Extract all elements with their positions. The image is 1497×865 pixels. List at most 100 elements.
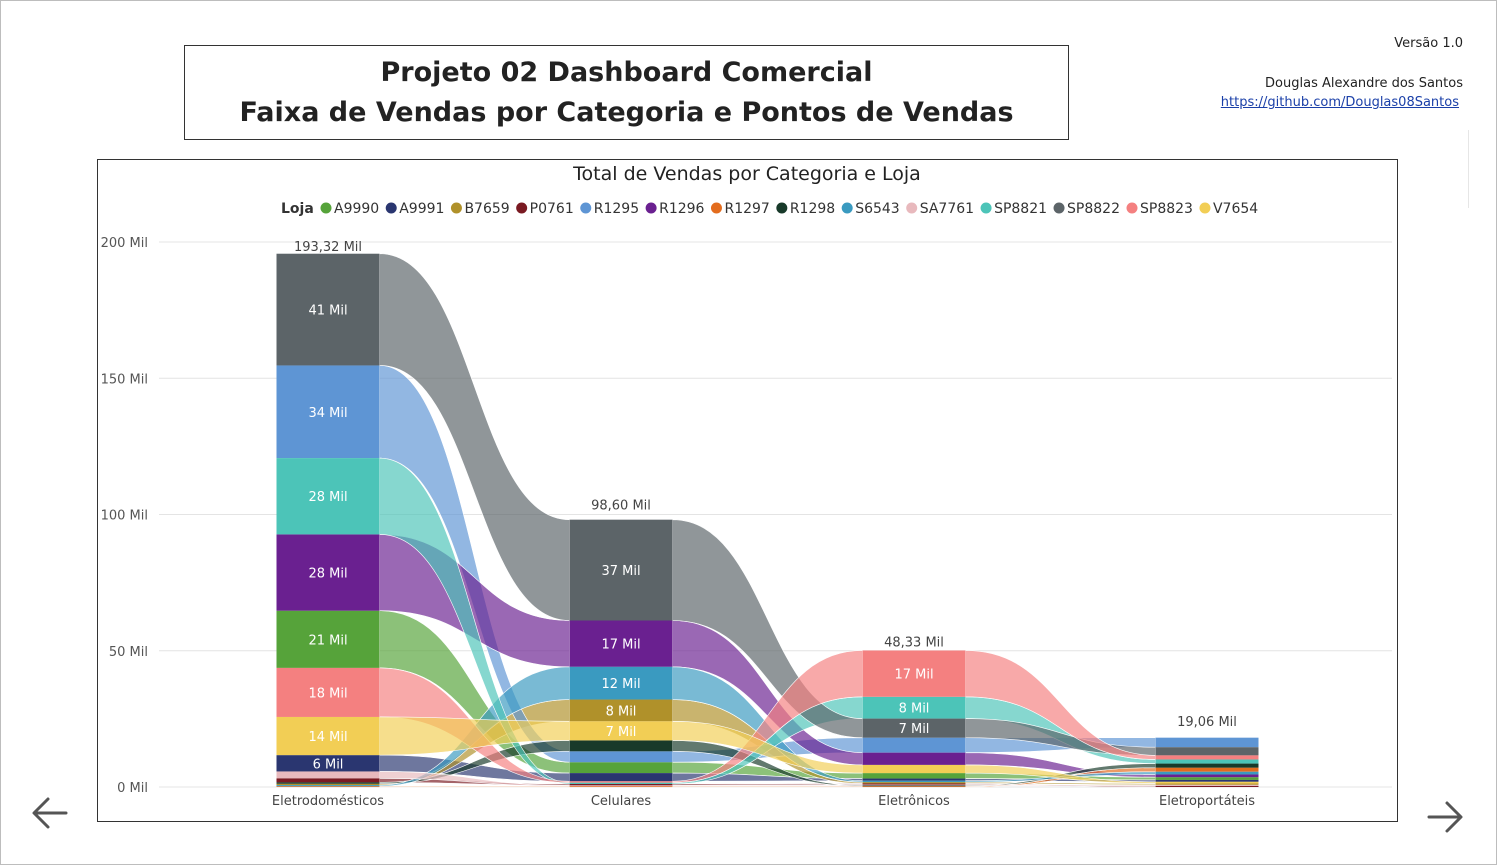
bar-segment-sa7761 bbox=[569, 785, 673, 787]
bar-segment-b7659 bbox=[569, 699, 673, 722]
x-tick-label: Celulares bbox=[591, 794, 652, 809]
ribbon-chart[interactable]: Total de Vendas por Categoria e Loja Loja… bbox=[97, 159, 1398, 822]
data-label: 8 Mil bbox=[606, 704, 637, 719]
legend-item-r1298: R1298 bbox=[776, 201, 835, 217]
bar-segment-a9991 bbox=[276, 755, 380, 772]
chart-frame bbox=[97, 159, 1398, 822]
bar-segment-sp8823 bbox=[862, 650, 966, 697]
legend-item-b7659: B7659 bbox=[450, 201, 510, 217]
legend-item-v7654: V7654 bbox=[1199, 201, 1258, 217]
bar-segment-r1297 bbox=[862, 786, 966, 787]
bar-segment-a9991 bbox=[569, 773, 673, 782]
y-tick-label: 100 Mil bbox=[101, 509, 148, 524]
bar-segment-sp8822 bbox=[276, 253, 380, 366]
bar-segment-r1297 bbox=[276, 786, 380, 787]
legend-marker-r1298 bbox=[776, 202, 788, 214]
legend-label-r1295: R1295 bbox=[594, 201, 639, 217]
total-label: 193,32 Mil bbox=[294, 240, 362, 255]
legend-marker-b7659 bbox=[450, 202, 462, 214]
legend-label-r1296: R1296 bbox=[659, 201, 704, 217]
legend-marker-sp8822 bbox=[1053, 202, 1065, 214]
legend-label-v7654: V7654 bbox=[1213, 201, 1258, 217]
bar-segment-sp8821 bbox=[276, 458, 380, 535]
legend-marker-r1296 bbox=[645, 202, 657, 214]
data-label: 7 Mil bbox=[606, 725, 637, 740]
bar-eletronicos bbox=[862, 650, 966, 787]
legend-marker-a9991 bbox=[385, 202, 397, 214]
legend-title: Loja bbox=[281, 201, 314, 217]
legend-item-a9991: A9991 bbox=[385, 201, 444, 217]
bar-eletroportateis bbox=[1155, 737, 1259, 787]
bar-segment-r1298 bbox=[862, 785, 966, 787]
bar-segment-b7659 bbox=[1155, 783, 1259, 785]
bar-segment-sa7761 bbox=[1155, 784, 1259, 786]
ribbon-v7654 bbox=[379, 716, 570, 756]
data-label: 12 Mil bbox=[601, 677, 640, 692]
ribbon-r1297 bbox=[379, 785, 570, 788]
legend-label-sa7761: SA7761 bbox=[920, 201, 974, 217]
legend-label-r1298: R1298 bbox=[790, 201, 835, 217]
legend-marker-r1297 bbox=[710, 202, 722, 214]
bar-segment-p0761 bbox=[569, 784, 673, 786]
data-label: 17 Mil bbox=[894, 668, 933, 683]
data-label: 18 Mil bbox=[308, 686, 347, 701]
bar-segment-a9991 bbox=[1155, 779, 1259, 782]
data-label: 28 Mil bbox=[308, 567, 347, 582]
github-link[interactable]: https://github.com/Douglas08Santos bbox=[1220, 95, 1459, 110]
bar-segment-r1296 bbox=[276, 534, 380, 611]
bar-segment-sp8822 bbox=[569, 519, 673, 621]
legend-marker-r1295 bbox=[580, 202, 592, 214]
bar-segment-r1296 bbox=[569, 620, 673, 667]
x-tick-label: Eletrodomésticos bbox=[272, 794, 384, 809]
legend-marker-sp8821 bbox=[980, 202, 992, 214]
legend-label-s6543: S6543 bbox=[855, 201, 900, 217]
ribbon-sa7761 bbox=[965, 784, 1156, 787]
data-label: 8 Mil bbox=[899, 702, 930, 717]
report-title-line2: Faixa de Vendas por Categoria e Pontos d… bbox=[239, 96, 1014, 128]
author-name: Douglas Alexandre dos Santos bbox=[1265, 76, 1463, 91]
version-label: Versão 1.0 bbox=[1394, 36, 1463, 51]
bar-eletrodomesticos bbox=[276, 253, 380, 787]
bar-segment-s6543 bbox=[569, 666, 673, 700]
data-label: 41 Mil bbox=[308, 304, 347, 319]
bar-segment-sp8821 bbox=[862, 696, 966, 719]
legend-marker-v7654 bbox=[1199, 202, 1211, 214]
arrow-left-icon[interactable] bbox=[30, 793, 70, 833]
legend-marker-sa7761 bbox=[906, 202, 918, 214]
legend-label-sp8821: SP8821 bbox=[994, 201, 1047, 217]
legend-label-sp8823: SP8823 bbox=[1140, 201, 1193, 217]
arrow-right-icon[interactable] bbox=[1425, 797, 1465, 837]
legend-marker-sp8823 bbox=[1126, 202, 1138, 214]
bar-segment-r1295 bbox=[569, 751, 673, 763]
bar-segment-sp8822 bbox=[862, 718, 966, 738]
bar-segment-a9990 bbox=[1155, 777, 1259, 780]
bar-segment-r1297 bbox=[1155, 767, 1259, 772]
legend-label-b7659: B7659 bbox=[464, 201, 509, 217]
data-label: 34 Mil bbox=[308, 406, 347, 421]
bar-segment-sp8823 bbox=[1155, 755, 1259, 760]
data-label: 7 Mil bbox=[899, 722, 930, 737]
x-tick-label: Eletrônicos bbox=[878, 794, 950, 809]
y-tick-label: 200 Mil bbox=[101, 236, 148, 251]
legend-item-sp8822: SP8822 bbox=[1053, 201, 1120, 217]
bar-segment-sp8821 bbox=[569, 782, 673, 785]
legend-item-sp8823: SP8823 bbox=[1126, 201, 1193, 217]
bar-celulares bbox=[569, 519, 673, 787]
bar-segment-v7654 bbox=[862, 764, 966, 774]
legend-label-r1297: R1297 bbox=[724, 201, 769, 217]
divider-line bbox=[1468, 130, 1469, 208]
bar-segment-r1298 bbox=[1155, 763, 1259, 768]
legend-marker-p0761 bbox=[516, 202, 528, 214]
bar-segment-r1298 bbox=[569, 740, 673, 752]
legend-marker-a9990 bbox=[320, 202, 332, 214]
legend-item-p0761: P0761 bbox=[516, 201, 574, 217]
bar-segment-a9991 bbox=[862, 778, 966, 781]
y-tick-label: 150 Mil bbox=[101, 372, 148, 387]
ribbons bbox=[379, 253, 1156, 788]
legend-item-r1295: R1295 bbox=[580, 201, 639, 217]
chart-title: Total de Vendas por Categoria e Loja bbox=[572, 163, 921, 185]
y-tick-label: 0 Mil bbox=[117, 781, 148, 796]
bar-segment-sp8823 bbox=[569, 781, 673, 783]
bar-segment-v7654 bbox=[1155, 781, 1259, 784]
legend-item-r1297: R1297 bbox=[710, 201, 770, 217]
